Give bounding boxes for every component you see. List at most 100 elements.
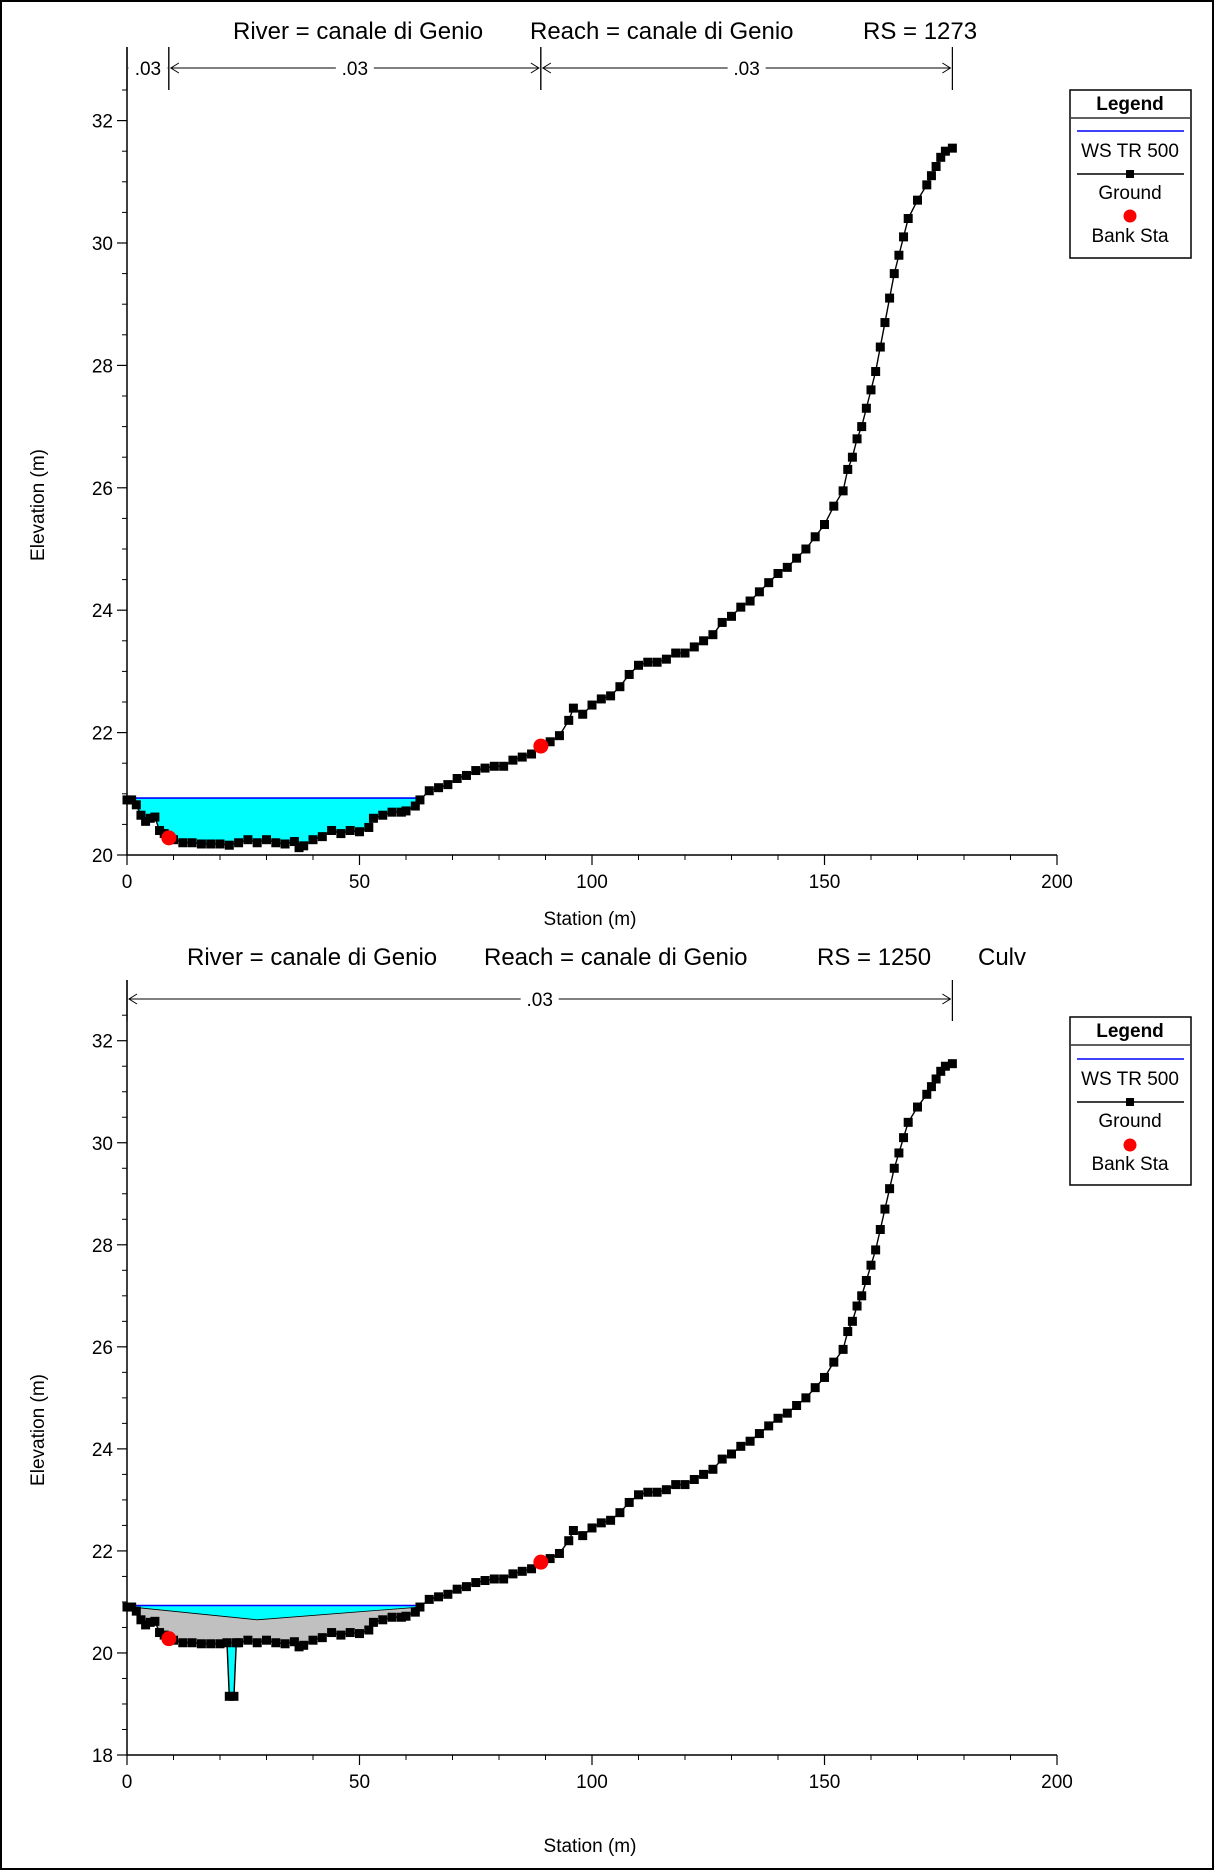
legend-ground-label: Ground [1098,1111,1161,1132]
y-tick-label: 32 [92,112,113,133]
ground-point [801,1393,811,1403]
bank-station [161,1631,177,1647]
ground-point [187,1638,197,1648]
ground-point [564,715,574,725]
ground-point [345,1628,355,1638]
ground-point [410,801,420,811]
chart-panel-rs-1250: River = canale di Genio Reach = canale d… [28,944,1192,1857]
ground-point [568,703,578,713]
manning-arrow-right [530,62,540,74]
ground-point [141,816,151,826]
ground-point [527,749,537,759]
legend-bank-marker [1123,1138,1137,1152]
ground-point [122,795,132,805]
y-tick-label: 28 [92,356,113,377]
bank-station [161,830,177,846]
ground-point [606,691,616,701]
ground-point [364,822,374,832]
legend: Legend WS TR 500 Ground Bank Sta [1069,89,1192,259]
ground-point [378,810,388,820]
bank-station [533,738,549,754]
ground-point [838,1344,848,1354]
ground-point [671,1480,681,1490]
ground-point [336,1630,346,1640]
ground-point [861,1276,871,1286]
ground-point [936,1066,946,1076]
y-axis-label: Elevation (m) [28,449,49,561]
ground-point [471,1578,481,1588]
ground-point [155,1628,165,1638]
manning-arrow-right [942,62,952,74]
ground-point [820,520,829,530]
x-tick-label: 100 [576,872,608,893]
ground-point [940,1061,950,1071]
manning-label-bg [128,57,167,79]
ground-point [745,596,755,606]
y-tick-label: 20 [92,1644,113,1665]
ground-point [652,1487,662,1497]
ground-point [810,532,820,542]
ground-point [452,774,462,783]
ground-point [717,1454,727,1464]
ground-point [922,1089,932,1099]
ground-point [820,1372,829,1382]
ground-point [871,1245,881,1255]
ground-point [764,1421,774,1431]
legend-bank-label: Bank Sta [1091,226,1169,247]
ground-point [508,1569,518,1579]
title-river: River = canale di Genio [233,18,483,45]
ground-point [280,1639,290,1649]
ground-point [499,761,509,771]
ground-point [410,1607,420,1617]
ground-point [699,636,709,646]
ground-point [578,709,588,719]
ground-point [434,783,444,793]
ground-point [671,648,681,658]
ground-point [810,1383,820,1393]
ground-point [327,1628,337,1638]
ground-point [368,1617,378,1627]
y-tick-label: 30 [92,234,113,255]
y-tick-label: 26 [92,1338,113,1359]
ground-point [661,654,671,664]
ground-point [745,1436,755,1446]
ground-point [415,1602,425,1612]
legend-ground-marker [1126,170,1134,178]
ground-point [857,1291,867,1301]
ground-point [215,839,225,849]
title-reach: Reach = canale di Genio [484,944,748,971]
ground-point [461,770,471,780]
ground-point [489,1574,499,1584]
ground-point [899,1133,909,1143]
ground-point [206,1639,216,1649]
manning-label-bg [727,57,766,79]
ground-point [317,832,327,842]
ground-point [206,839,216,849]
ground-point [136,1615,146,1625]
x-tick-label: 200 [1041,872,1073,893]
ground-point [843,1327,853,1337]
ground-point [782,562,792,572]
manning-arrow-right [942,993,952,1005]
ground-point [345,826,355,836]
ground-point [127,1602,137,1612]
title-rs: RS = 1250 [817,944,931,971]
ground-point [262,1635,271,1645]
ground-point [689,642,699,652]
ground-point [773,1413,783,1423]
y-tick-label: 22 [92,1542,113,1563]
ground-point [508,755,518,765]
ground-point [889,1163,899,1173]
ground-point [308,1635,318,1645]
ground-point [852,1301,862,1311]
ground-point [424,1594,434,1604]
y-tick-label: 24 [92,1440,114,1461]
y-tick-label: 24 [92,601,114,622]
x-tick-label: 100 [576,1772,608,1793]
ground-point [568,1526,578,1536]
ground-point [875,342,885,352]
ground-point [792,553,802,563]
ground-point [894,250,904,260]
ground-point [280,839,290,849]
